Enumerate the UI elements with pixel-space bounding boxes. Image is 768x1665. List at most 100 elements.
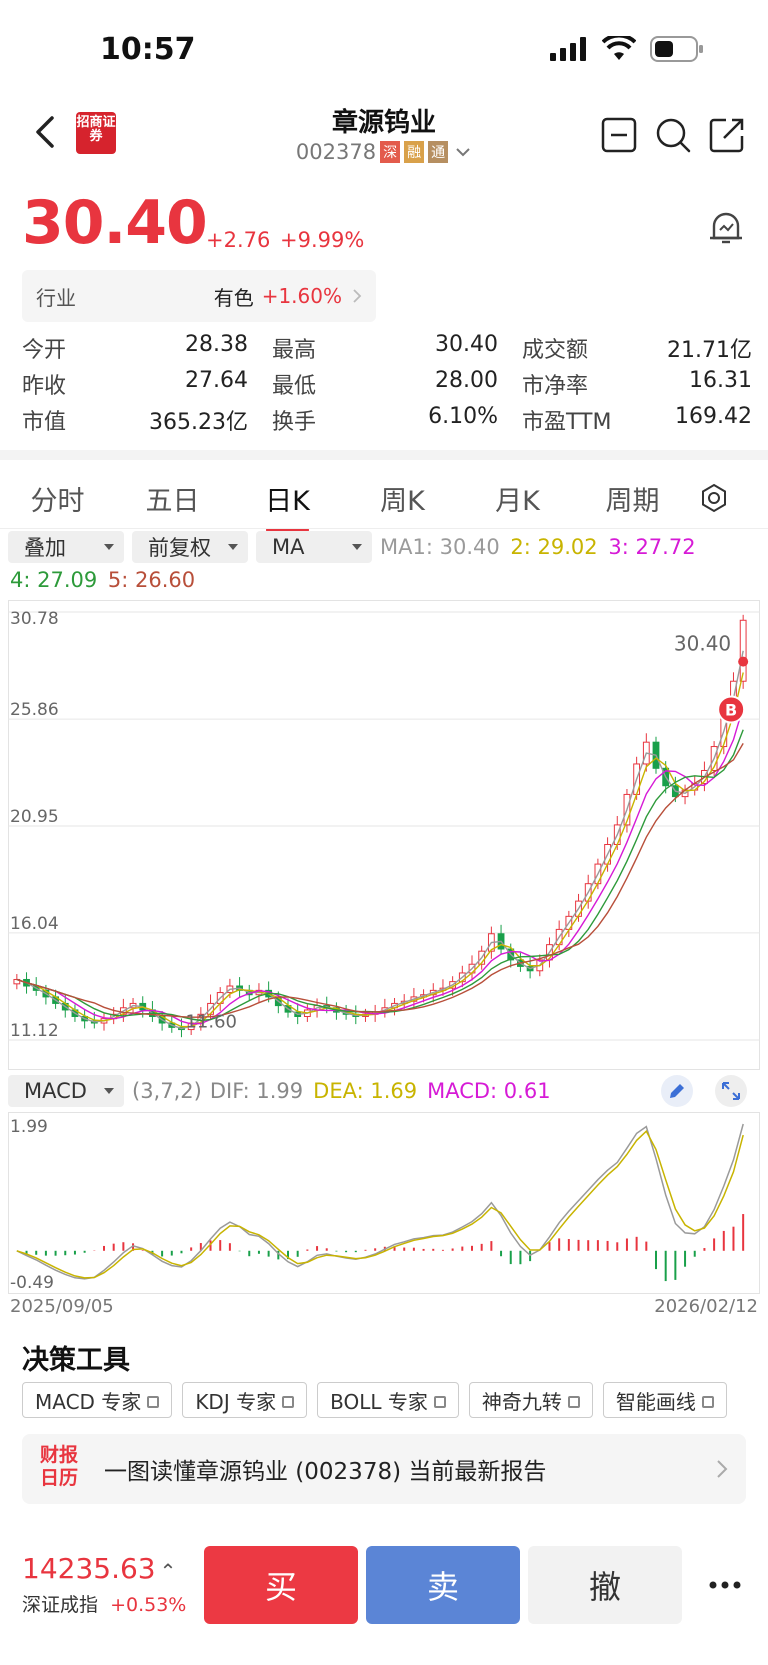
search-icon[interactable] [654,116,692,154]
stat-prev-close: 昨收 27.64 [22,368,248,399]
tab-monthly-k[interactable]: 月K [495,485,540,517]
macd-y-tick-label: 1.99 [10,1117,48,1137]
index-name: 深证成指 [22,1594,99,1616]
stat-low: 最低 28.00 [272,368,498,399]
report-banner[interactable]: 财报日历 一图读懂章源钨业 (002378) 当前最新报告 [22,1434,746,1504]
x-axis-end-date: 2026/02/12 [654,1296,758,1317]
stat-market-cap[interactable]: 市值 365.23亿 [22,410,248,435]
chart-frame [8,600,760,1070]
macd-header: MACD (3,7,2) DIF: 1.99 DEA: 1.69 MACD: 0… [8,1074,551,1108]
dif-line [16,1123,744,1280]
industry-name: 有色 [213,285,254,310]
industry-pct: +1.60% [261,284,342,308]
ma-values-line1: MA1: 30.40 2: 29.02 3: 27.72 [380,535,700,559]
status-icons [550,36,704,62]
candlestick-chart[interactable]: 30.78 25.86 20.95 16.04 11.12 30.40 11.60 B [8,600,760,1070]
tool-macd-expert[interactable]: MACD 专家 [22,1382,173,1418]
ma1-value: MA1: 30.40 [380,535,500,559]
ma3-value: 3: 27.72 [608,535,696,559]
adjust-select[interactable]: 前复权 [132,531,248,563]
draw-pencil-icon[interactable] [658,1074,696,1108]
x-axis-start-date: 2025/09/05 [10,1296,114,1317]
stat-row: 今开 28.38 最高 30.40 成交额 21.71亿 [22,330,752,366]
tag-rong: 融 [404,141,425,163]
tool-boll-expert[interactable]: BOLL 专家 [317,1382,459,1418]
price-change: +2.76 [206,228,271,252]
wifi-icon [602,36,636,60]
caret-down-icon [352,544,362,550]
stat-pe-ttm: 市盈TTM 169.42 [522,404,752,435]
index-pct: +0.53% [110,1594,187,1616]
index-value[interactable]: 14235.63 ⌃ [22,1552,177,1585]
stock-name: 章源钨业 [331,108,436,138]
macd-value: MACD: 0.61 [427,1079,551,1103]
lock-icon [147,1396,160,1408]
y-tick-label: 30.78 [10,609,59,629]
caret-down-icon [228,544,238,550]
cancel-order-button[interactable]: 撤 [528,1546,682,1624]
stat-turnover-rate: 换手 6.10% [272,404,498,435]
y-tick-label: 11.12 [10,1021,59,1041]
tab-period[interactable]: 周期 [605,485,660,517]
tab-weekly-k[interactable]: 周K [380,485,425,517]
expand-icon[interactable] [712,1074,750,1108]
report-text: 一图读懂章源钨业 (002378) 当前最新报告 [104,1459,547,1485]
more-icon[interactable] [708,1570,742,1600]
y-tick-label: 16.04 [10,914,59,934]
buy-button[interactable]: 买 [204,1546,358,1624]
low-price-label: 11.60 [185,1012,237,1033]
price-dot [738,656,749,667]
macd-y-tick-label: -0.49 [10,1273,54,1293]
sell-button[interactable]: 卖 [366,1546,520,1624]
chart-tabs: 分时 五日 日K 周K 月K 周期 [0,470,768,532]
tab-intraday[interactable]: 分时 [30,485,85,517]
price-alert-icon[interactable] [706,208,746,248]
tag-shen: 深 [380,141,401,163]
tools-title: 决策工具 [22,1345,130,1376]
indicator-select[interactable]: MA [256,531,372,563]
price-change-pct: +9.99% [280,228,365,252]
ma4-value: 4: 27.09 [10,568,98,592]
chevron-right-icon [717,1460,728,1478]
macd-select[interactable]: MACD [8,1075,124,1107]
caret-down-icon [104,544,114,550]
index-info[interactable]: 深证成指 +0.53% [22,1590,186,1617]
ma2-value: 2: 29.02 [510,535,598,559]
signal-icon [550,37,586,61]
caret-down-icon [104,1088,114,1094]
stat-row: 市值 365.23亿 换手 6.10% 市盈TTM 169.42 [22,402,752,438]
industry-row[interactable]: 行业 有色 +1.60% [22,270,376,322]
y-tick-label: 25.86 [10,700,59,720]
dea-line [16,1129,744,1279]
status-time: 10:57 [100,32,196,67]
lock-icon [433,1396,446,1408]
overlay-select[interactable]: 叠加 [8,531,124,563]
tool-smart-draw[interactable]: 智能画线 [602,1382,727,1418]
stat-high: 最高 30.40 [272,332,498,363]
tab-five-day[interactable]: 五日 [145,485,200,517]
macd-params: (3,7,2) [132,1079,202,1103]
stat-row: 昨收 27.64 最低 28.00 市净率 16.31 [22,366,752,402]
share-icon[interactable] [708,116,746,154]
battery-icon [650,36,703,62]
ma-line-1 [16,650,744,1030]
caret-up-icon: ⌃ [159,1559,177,1583]
macd-dif: DIF: 1.99 [209,1079,304,1103]
tag-tong: 通 [428,141,449,163]
chevron-down-icon[interactable] [454,145,472,159]
ma-line-3 [16,706,744,1025]
ma-line-5 [16,743,744,1018]
tool-magic-nine[interactable]: 神奇九转 [468,1382,593,1418]
tab-daily-k[interactable]: 日K [230,479,345,532]
chevron-right-icon [353,289,362,303]
chart-settings-icon[interactable] [698,482,730,514]
minus-square-icon[interactable] [600,116,638,154]
back-icon[interactable] [28,112,64,152]
stock-code-row[interactable]: 002378 深 融 通 [0,140,768,164]
macd-chart[interactable]: 1.99 -0.49 [8,1112,760,1294]
lock-icon [282,1396,295,1408]
quote-stats: 今开 28.38 最高 30.40 成交额 21.71亿 昨收 27.64 最低 28.0… [22,330,752,438]
tools-row: MACD 专家 KDJ 专家 BOLL 专家 神奇九转 智能画线 [22,1382,727,1418]
report-logo: 财报日历 [40,1444,79,1489]
tool-kdj-expert[interactable]: KDJ 专家 [182,1382,308,1418]
